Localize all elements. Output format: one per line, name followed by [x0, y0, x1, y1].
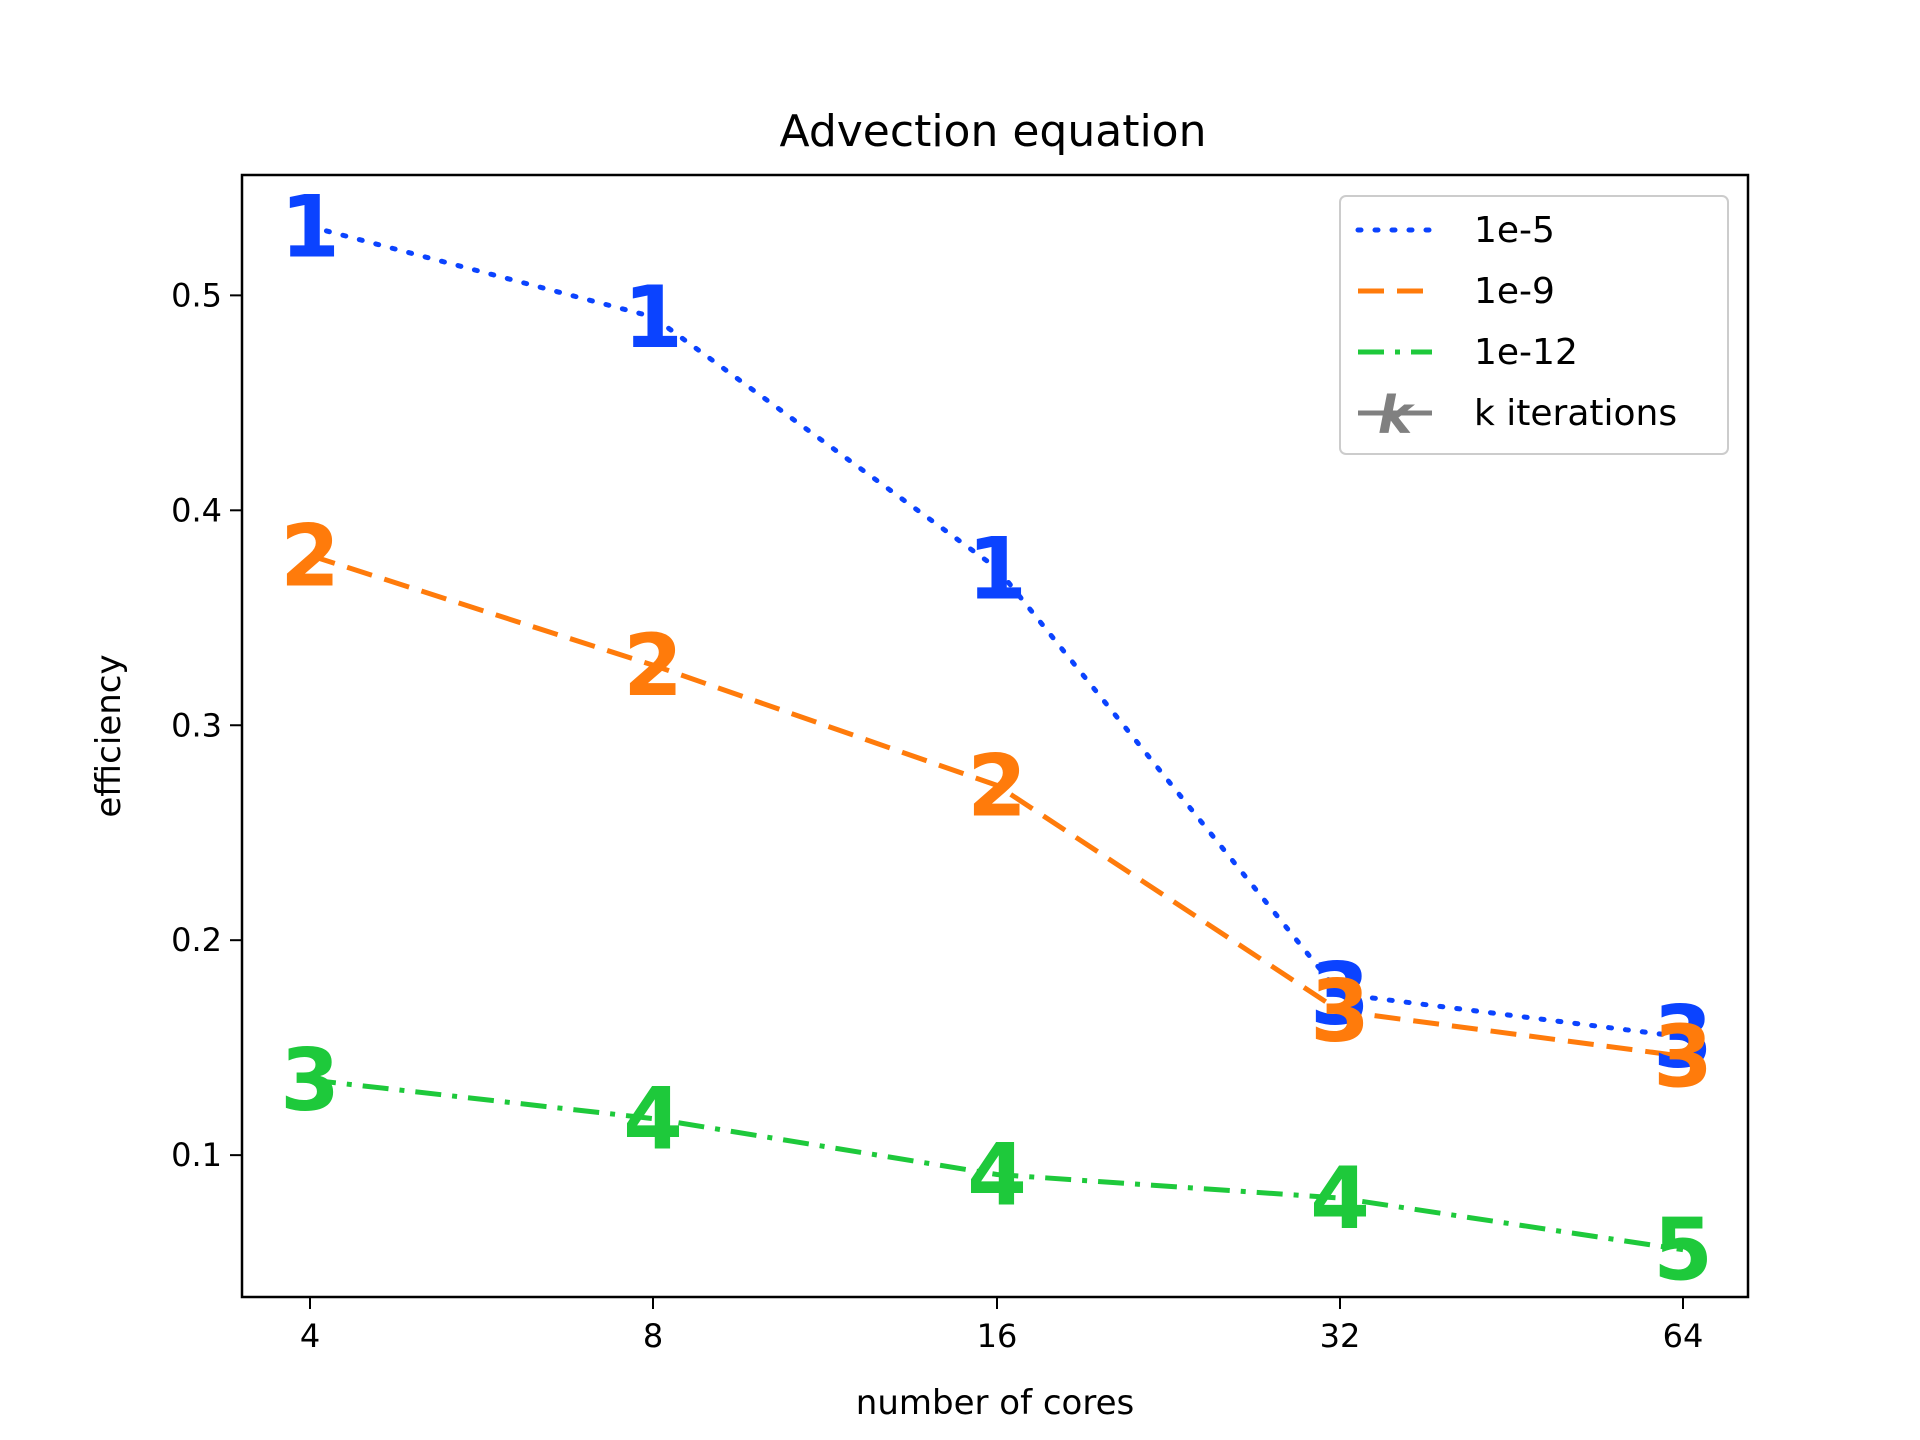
point-label-1e-12-8: 4 — [623, 1070, 683, 1170]
point-label-1e-9-32: 3 — [1310, 962, 1370, 1062]
x-tick-label-64: 64 — [1663, 1317, 1704, 1355]
series-line-1e-9 — [309, 553, 1684, 1059]
series-layer — [307, 224, 1686, 1253]
y-tick-label-0.3: 0.3 — [171, 706, 222, 744]
y-axis-label: efficiency — [89, 654, 129, 817]
x-tick-label-32: 32 — [1320, 1317, 1361, 1355]
point-label-1e-12-32: 4 — [1310, 1149, 1370, 1249]
point-label-1e-9-16: 2 — [967, 736, 1027, 836]
point-label-1e-5-4: 1 — [280, 178, 340, 278]
point-label-1e-12-4: 3 — [280, 1031, 340, 1131]
legend-box — [1339, 195, 1729, 455]
point-label-1e-5-64: 3 — [1653, 988, 1713, 1088]
point-label-1e-5-32: 3 — [1310, 945, 1370, 1045]
point-label-1e-9-64: 3 — [1653, 1007, 1713, 1107]
x-tick-label-16: 16 — [977, 1317, 1018, 1355]
point-label-1e-12-16: 4 — [967, 1126, 1027, 1226]
legend-label-k-iterations: k iterations — [1474, 393, 1677, 434]
x-tick-label-8: 8 — [643, 1317, 663, 1355]
legend-label-1e-5: 1e-5 — [1474, 210, 1555, 251]
y-tick-label-0.4: 0.4 — [171, 491, 222, 529]
legend-k-marker-icon: k — [1378, 386, 1416, 446]
series-line-1e-12 — [309, 1077, 1684, 1253]
x-tick-label-4: 4 — [300, 1317, 320, 1355]
y-axis: 0.1 0.2 0.3 0.4 0.5 — [171, 276, 242, 1174]
x-axis-label: number of cores — [856, 1383, 1134, 1423]
x-axis: 4 8 16 32 64 — [300, 1297, 1704, 1355]
chart-title: Advection equation — [780, 106, 1207, 157]
y-tick-label-0.5: 0.5 — [171, 276, 222, 314]
point-label-1e-5-16: 1 — [967, 519, 1027, 619]
point-label-1e-5-8: 1 — [623, 268, 683, 368]
point-label-1e-9-4: 2 — [280, 506, 340, 606]
point-label-1e-9-8: 2 — [623, 616, 683, 716]
y-tick-label-0.2: 0.2 — [171, 921, 222, 959]
legend-label-1e-9: 1e-9 — [1474, 271, 1555, 312]
series-line-1e-5 — [307, 224, 1686, 1040]
legend: 1e-5 1e-9 1e-12 k k iterations — [1339, 195, 1729, 455]
y-tick-label-0.1: 0.1 — [171, 1136, 222, 1174]
plot-frame — [240, 173, 1750, 1299]
legend-label-1e-12: 1e-12 — [1474, 332, 1578, 373]
point-label-1e-12-64: 5 — [1653, 1201, 1713, 1301]
